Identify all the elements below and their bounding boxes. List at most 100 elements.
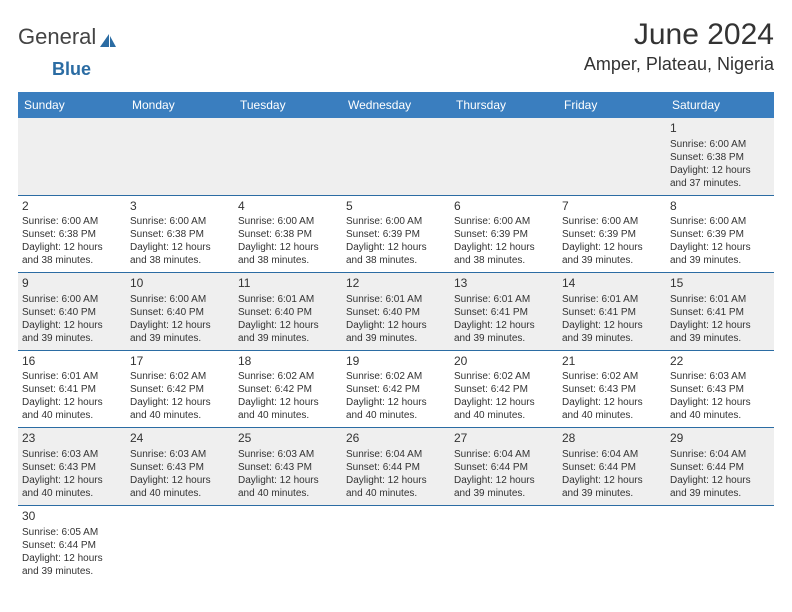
logo: General	[18, 24, 118, 50]
sunset-text: Sunset: 6:43 PM	[562, 383, 662, 396]
sunrise-text: Sunrise: 6:03 AM	[670, 370, 770, 383]
sunrise-text: Sunrise: 6:00 AM	[454, 215, 554, 228]
day-cell: 22Sunrise: 6:03 AMSunset: 6:43 PMDayligh…	[666, 350, 774, 428]
day-number: 15	[670, 276, 770, 292]
day-cell: 27Sunrise: 6:04 AMSunset: 6:44 PMDayligh…	[450, 428, 558, 506]
day-number: 10	[130, 276, 230, 292]
dl2-text: and 39 minutes.	[562, 254, 662, 267]
day-cell: 25Sunrise: 6:03 AMSunset: 6:43 PMDayligh…	[234, 428, 342, 506]
day-cell: 12Sunrise: 6:01 AMSunset: 6:40 PMDayligh…	[342, 273, 450, 351]
sunrise-text: Sunrise: 6:03 AM	[238, 448, 338, 461]
sunset-text: Sunset: 6:39 PM	[346, 228, 446, 241]
dl2-text: and 39 minutes.	[670, 487, 770, 500]
sunset-text: Sunset: 6:41 PM	[670, 306, 770, 319]
dl1-text: Daylight: 12 hours	[22, 552, 122, 565]
empty-cell	[558, 505, 666, 582]
title-block: June 2024 Amper, Plateau, Nigeria	[584, 18, 774, 75]
empty-cell	[666, 505, 774, 582]
sunrise-text: Sunrise: 6:00 AM	[346, 215, 446, 228]
month-title: June 2024	[584, 18, 774, 52]
dl1-text: Daylight: 12 hours	[562, 396, 662, 409]
day-cell: 3Sunrise: 6:00 AMSunset: 6:38 PMDaylight…	[126, 195, 234, 273]
day-number: 27	[454, 431, 554, 447]
week-row: 2Sunrise: 6:00 AMSunset: 6:38 PMDaylight…	[18, 195, 774, 273]
dl2-text: and 40 minutes.	[130, 487, 230, 500]
dl2-text: and 40 minutes.	[130, 409, 230, 422]
day-number: 21	[562, 354, 662, 370]
day-number: 25	[238, 431, 338, 447]
sunrise-text: Sunrise: 6:02 AM	[454, 370, 554, 383]
sunrise-text: Sunrise: 6:01 AM	[346, 293, 446, 306]
dl1-text: Daylight: 12 hours	[562, 319, 662, 332]
dl1-text: Daylight: 12 hours	[130, 319, 230, 332]
day-cell: 24Sunrise: 6:03 AMSunset: 6:43 PMDayligh…	[126, 428, 234, 506]
dl2-text: and 39 minutes.	[22, 332, 122, 345]
logo-sail-icon	[98, 29, 118, 45]
day-number: 7	[562, 199, 662, 215]
empty-cell	[342, 505, 450, 582]
dl2-text: and 39 minutes.	[454, 487, 554, 500]
dl1-text: Daylight: 12 hours	[562, 241, 662, 254]
sunset-text: Sunset: 6:43 PM	[130, 461, 230, 474]
dl1-text: Daylight: 12 hours	[238, 474, 338, 487]
day-cell: 18Sunrise: 6:02 AMSunset: 6:42 PMDayligh…	[234, 350, 342, 428]
sunrise-text: Sunrise: 6:01 AM	[22, 370, 122, 383]
sunrise-text: Sunrise: 6:02 AM	[130, 370, 230, 383]
day-cell: 28Sunrise: 6:04 AMSunset: 6:44 PMDayligh…	[558, 428, 666, 506]
sunrise-text: Sunrise: 6:02 AM	[346, 370, 446, 383]
day-cell: 30Sunrise: 6:05 AMSunset: 6:44 PMDayligh…	[18, 505, 126, 582]
dl1-text: Daylight: 12 hours	[22, 474, 122, 487]
sunset-text: Sunset: 6:41 PM	[562, 306, 662, 319]
sunrise-text: Sunrise: 6:00 AM	[22, 215, 122, 228]
day-cell: 14Sunrise: 6:01 AMSunset: 6:41 PMDayligh…	[558, 273, 666, 351]
dl2-text: and 39 minutes.	[562, 332, 662, 345]
dl2-text: and 40 minutes.	[238, 409, 338, 422]
sunrise-text: Sunrise: 6:01 AM	[670, 293, 770, 306]
sunrise-text: Sunrise: 6:04 AM	[670, 448, 770, 461]
sunset-text: Sunset: 6:44 PM	[562, 461, 662, 474]
dl1-text: Daylight: 12 hours	[454, 396, 554, 409]
dl1-text: Daylight: 12 hours	[130, 396, 230, 409]
empty-cell	[18, 118, 126, 195]
dl2-text: and 39 minutes.	[454, 332, 554, 345]
sunset-text: Sunset: 6:40 PM	[130, 306, 230, 319]
dl1-text: Daylight: 12 hours	[346, 241, 446, 254]
day-cell: 2Sunrise: 6:00 AMSunset: 6:38 PMDaylight…	[18, 195, 126, 273]
day-number: 17	[130, 354, 230, 370]
sunrise-text: Sunrise: 6:01 AM	[562, 293, 662, 306]
empty-cell	[450, 505, 558, 582]
dl1-text: Daylight: 12 hours	[562, 474, 662, 487]
day-cell: 8Sunrise: 6:00 AMSunset: 6:39 PMDaylight…	[666, 195, 774, 273]
dl1-text: Daylight: 12 hours	[22, 396, 122, 409]
empty-cell	[234, 118, 342, 195]
dl1-text: Daylight: 12 hours	[670, 241, 770, 254]
day-cell: 17Sunrise: 6:02 AMSunset: 6:42 PMDayligh…	[126, 350, 234, 428]
dl1-text: Daylight: 12 hours	[454, 241, 554, 254]
dl1-text: Daylight: 12 hours	[238, 241, 338, 254]
empty-cell	[450, 118, 558, 195]
day-number: 5	[346, 199, 446, 215]
sunset-text: Sunset: 6:41 PM	[22, 383, 122, 396]
day-number: 28	[562, 431, 662, 447]
dl2-text: and 39 minutes.	[670, 254, 770, 267]
dl2-text: and 39 minutes.	[346, 332, 446, 345]
day-cell: 11Sunrise: 6:01 AMSunset: 6:40 PMDayligh…	[234, 273, 342, 351]
dl2-text: and 40 minutes.	[346, 487, 446, 500]
day-cell: 20Sunrise: 6:02 AMSunset: 6:42 PMDayligh…	[450, 350, 558, 428]
dl2-text: and 39 minutes.	[238, 332, 338, 345]
day-cell: 6Sunrise: 6:00 AMSunset: 6:39 PMDaylight…	[450, 195, 558, 273]
sunrise-text: Sunrise: 6:01 AM	[238, 293, 338, 306]
day-cell: 5Sunrise: 6:00 AMSunset: 6:39 PMDaylight…	[342, 195, 450, 273]
sunrise-text: Sunrise: 6:04 AM	[562, 448, 662, 461]
day-cell: 4Sunrise: 6:00 AMSunset: 6:38 PMDaylight…	[234, 195, 342, 273]
day-number: 12	[346, 276, 446, 292]
sunrise-text: Sunrise: 6:00 AM	[130, 215, 230, 228]
dl2-text: and 38 minutes.	[346, 254, 446, 267]
sunrise-text: Sunrise: 6:01 AM	[454, 293, 554, 306]
day-number: 22	[670, 354, 770, 370]
day-number: 18	[238, 354, 338, 370]
sunset-text: Sunset: 6:38 PM	[670, 151, 770, 164]
day-header: Monday	[126, 92, 234, 118]
sunset-text: Sunset: 6:39 PM	[454, 228, 554, 241]
day-header: Wednesday	[342, 92, 450, 118]
